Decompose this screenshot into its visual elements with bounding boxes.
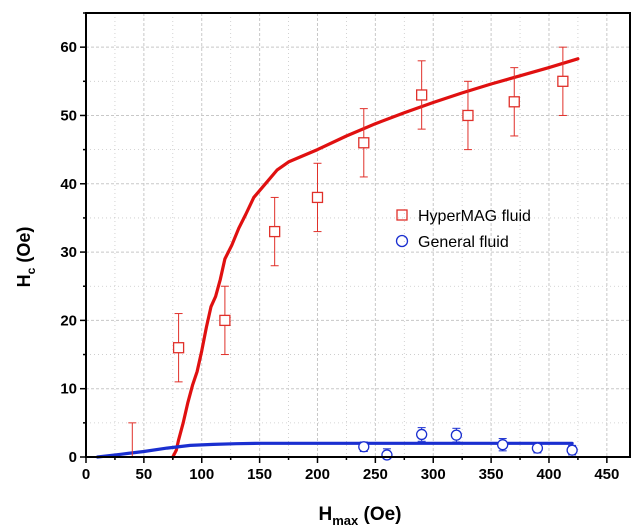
x-axis-title-unit: (Oe) [358,504,401,525]
y-tick-label: 40 [60,176,77,193]
x-tick-label: 150 [247,466,272,483]
square-marker [358,137,370,149]
series-1-point [381,448,393,461]
series-0-point [416,60,428,130]
fit-curves [96,57,580,459]
series-0-point [462,80,474,151]
x-tick-label: 450 [594,466,619,483]
fit-line-0 [171,57,580,459]
series-0-point [557,46,569,116]
square-marker [416,89,428,101]
x-tick-label: 200 [305,466,330,483]
series-1-point [497,438,509,452]
y-tick-label: 50 [60,107,77,124]
series-0-point [219,285,231,356]
x-tick-label: 50 [136,466,153,483]
square-marker [557,75,569,87]
plot-frame [85,12,631,458]
circle-marker [358,441,370,453]
legend-marker-hypermag [396,209,408,221]
square-marker [462,109,474,122]
circle-marker [531,442,544,454]
y-tick-label: 20 [60,312,77,329]
series-0-point [172,313,185,383]
y-axis-title-unit: (Oe) [14,227,34,268]
square-marker [172,342,185,354]
x-axis-title: Hmax (Oe) [318,504,401,528]
grid-lines [86,12,630,457]
square-marker [269,225,281,238]
series-1-point [531,442,544,454]
x-tick-label: 0 [82,466,90,483]
x-tick-label: 250 [363,466,388,483]
y-tick-label: 60 [60,39,77,56]
series-0-point [358,108,370,178]
circle-marker [566,444,578,456]
series-0-point [508,67,520,137]
axis-ticks: 0 50 100 150 200 250 300 350 400 450 0 10 20 30 40 50 60 [60,12,619,483]
circle-marker [497,439,509,451]
x-axis-title-subscript: max [332,513,359,528]
series-1-point [416,427,428,442]
x-tick-label: 350 [479,466,504,483]
circle-marker [416,428,428,441]
y-tick-label: 0 [69,449,77,466]
legend: HyperMAG fluid General fluid [395,208,531,251]
y-axis-title: Hc (Oe) [14,227,38,288]
legend-label-general: General fluid [418,234,509,251]
square-marker [508,96,520,108]
legend-marker-general [395,234,409,248]
series-0-point [311,162,324,233]
y-tick-label: 10 [60,381,77,398]
series-1-point [450,427,463,443]
data-points [128,46,578,461]
x-tick-label: 100 [189,466,214,483]
y-tick-label: 30 [60,244,77,261]
fit-line-1 [96,441,574,459]
series-1-point [566,444,578,456]
y-axis-title-subscript: c [24,267,38,274]
circle-marker [381,449,393,461]
series-0-point [128,422,137,457]
x-tick-label: 300 [421,466,446,483]
x-tick-label: 400 [536,466,561,483]
circle-marker [450,429,463,441]
square-marker [311,191,324,204]
square-marker [219,314,231,327]
series-0-point [269,196,281,267]
series-1-point [358,441,370,453]
legend-label-hypermag: HyperMAG fluid [418,208,531,225]
